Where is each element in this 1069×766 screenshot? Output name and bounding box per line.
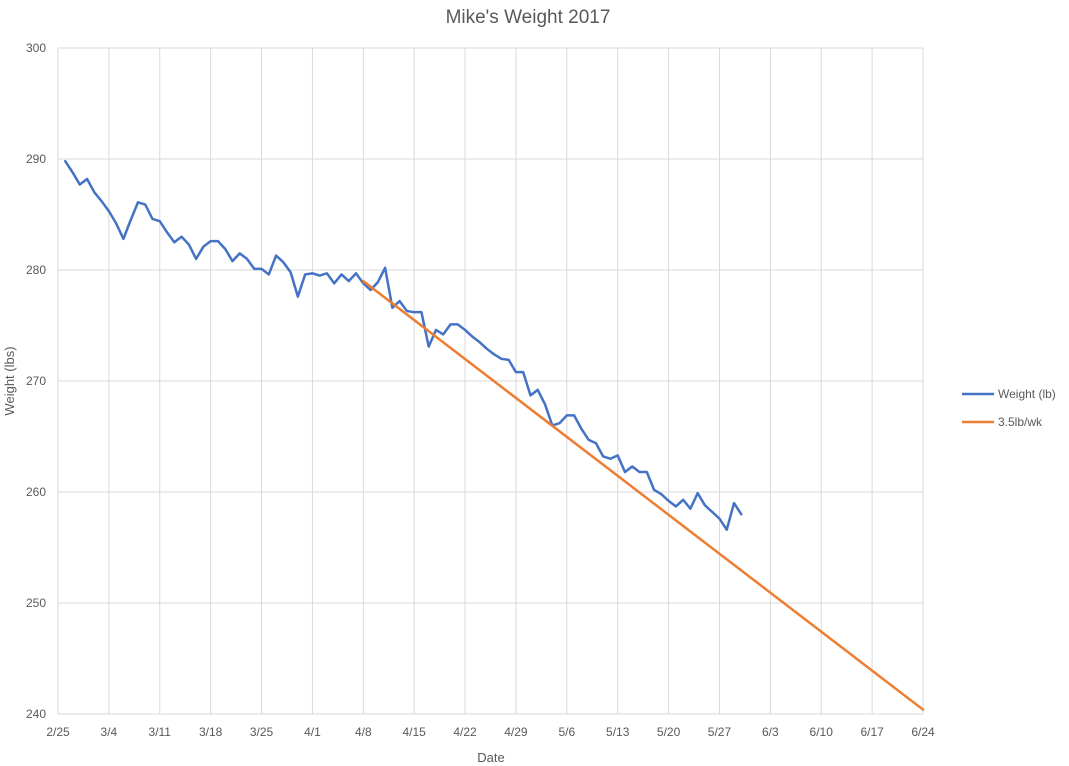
x-tick-label: 3/4 [101, 725, 118, 739]
gridlines [57, 47, 924, 715]
x-tick-label: 5/6 [558, 725, 575, 739]
x-tick-label: 5/20 [657, 725, 681, 739]
y-tick-label: 290 [26, 152, 46, 166]
x-tick-label: 5/13 [606, 725, 630, 739]
x-axis-label: Date [477, 750, 504, 765]
series-lines [64, 159, 925, 711]
legend-entry: 3.5lb/wk [998, 415, 1043, 429]
legend-entry: Weight (lb) [998, 387, 1056, 401]
x-tick-label: 6/17 [860, 725, 884, 739]
x-tick-label: 3/25 [250, 725, 274, 739]
x-tick-label: 5/27 [708, 725, 732, 739]
y-axis-ticks: 240 250 260 270 280 290 300 [26, 41, 46, 721]
x-tick-label: 3/18 [199, 725, 223, 739]
x-tick-label: 4/15 [402, 725, 426, 739]
y-tick-label: 250 [26, 596, 46, 610]
chart-title: Mike's Weight 2017 [446, 7, 611, 28]
x-tick-label: 4/29 [504, 725, 528, 739]
x-tick-label: 2/25 [46, 725, 70, 739]
x-tick-label: 6/3 [762, 725, 779, 739]
legend: Weight (lb) 3.5lb/wk [962, 387, 1056, 429]
x-tick-label: 4/8 [355, 725, 372, 739]
series-line-1 [362, 279, 925, 711]
x-tick-label: 4/22 [453, 725, 477, 739]
y-tick-label: 270 [26, 374, 46, 388]
y-tick-label: 280 [26, 263, 46, 277]
series-line-0 [64, 159, 743, 531]
y-axis-label: Weight (lbs) [2, 346, 17, 415]
x-tick-label: 4/1 [304, 725, 321, 739]
y-tick-label: 260 [26, 485, 46, 499]
x-tick-label: 6/10 [810, 725, 834, 739]
x-tick-label: 3/11 [149, 725, 172, 739]
y-tick-label: 240 [26, 707, 46, 721]
y-tick-label: 300 [26, 41, 46, 55]
x-tick-label: 6/24 [911, 725, 935, 739]
x-axis-ticks: 2/25 3/4 3/11 3/18 3/25 4/1 4/8 4/15 4/22 4/29 5/6… [46, 725, 935, 739]
